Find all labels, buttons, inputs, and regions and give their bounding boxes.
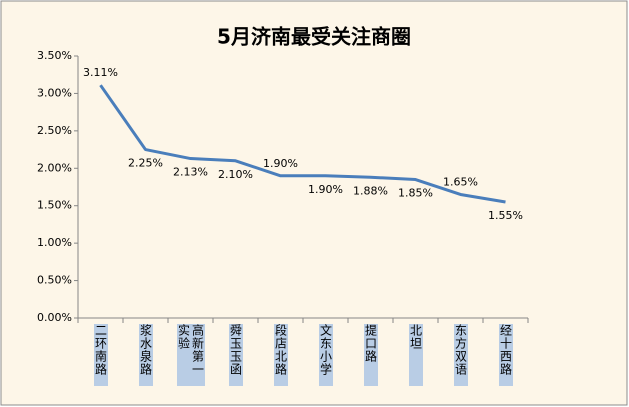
y-tick-label: 3.00% <box>37 86 72 99</box>
data-label: 3.11% <box>83 66 118 79</box>
x-tick-label: 浆水泉路 <box>138 324 153 386</box>
x-tick-label: 段店北路 <box>273 324 288 386</box>
data-label: 1.90% <box>308 183 343 196</box>
x-tick-label: 北坦 <box>408 324 423 386</box>
y-tick-label: 1.50% <box>37 199 72 212</box>
line-series <box>99 84 506 204</box>
x-tick-label: 二环南路 <box>93 324 108 386</box>
chart-title: 5月济南最受关注商圈 <box>217 25 411 49</box>
y-tick-label: 2.50% <box>37 124 72 137</box>
x-tick-label: 文东小学 <box>318 324 333 386</box>
data-label: 1.88% <box>353 184 388 197</box>
data-label: 1.55% <box>488 209 523 222</box>
data-label: 1.85% <box>398 187 433 200</box>
x-tick-label: 东方双语 <box>453 324 468 386</box>
x-tick-label: 经十西路 <box>498 324 513 386</box>
data-label: 1.90% <box>263 157 298 170</box>
x-tick-label: 舜玉玉函 <box>228 324 243 386</box>
data-label: 2.13% <box>173 166 208 179</box>
data-label: 2.10% <box>218 168 253 181</box>
x-tick-label: 高新第一实验 <box>176 324 205 386</box>
y-tick-label: 1.00% <box>37 236 72 249</box>
y-tick-label: 2.00% <box>37 161 72 174</box>
y-tick-label: 0.50% <box>37 274 72 287</box>
x-tick-label: 提口路 <box>363 324 378 386</box>
data-label: 1.65% <box>443 175 478 188</box>
y-tick-label: 3.50% <box>37 49 72 62</box>
y-tick-label: 0.00% <box>37 311 72 324</box>
data-label: 2.25% <box>128 157 163 170</box>
